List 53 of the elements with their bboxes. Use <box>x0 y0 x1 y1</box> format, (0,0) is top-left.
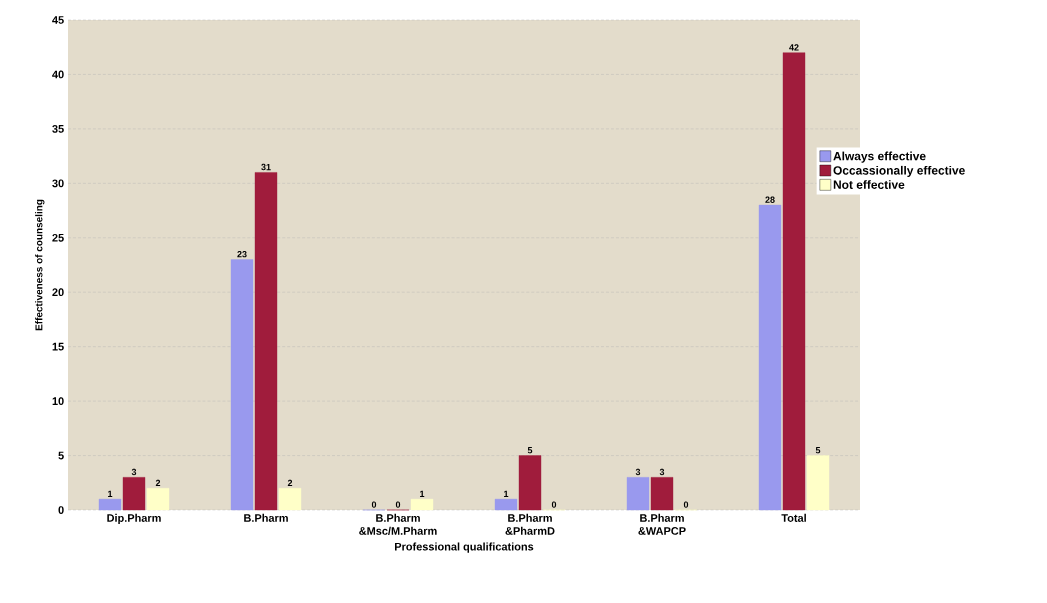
bar <box>518 455 542 511</box>
bar <box>806 455 830 511</box>
data-label: 0 <box>395 501 401 508</box>
legend-label: Always effective <box>833 151 926 163</box>
data-label: 0 <box>551 501 557 508</box>
y-axis-title: Effectiveness of counseling <box>35 199 45 331</box>
y-tick-label: 45 <box>52 16 64 24</box>
y-tick-label: 25 <box>52 233 64 242</box>
data-label: 0 <box>683 501 689 508</box>
data-label: 1 <box>420 490 425 497</box>
x-tick-label: B.Pharm &Msc/M.Pharm <box>359 513 437 535</box>
data-label: 5 <box>527 447 533 454</box>
bar <box>122 477 146 511</box>
bar <box>650 477 674 511</box>
bar <box>230 259 254 511</box>
bar <box>146 488 170 511</box>
bar <box>626 477 650 511</box>
y-tick-label: 10 <box>52 397 64 405</box>
data-label: 28 <box>765 196 775 203</box>
data-label: 2 <box>155 479 161 487</box>
x-tick-label: Total <box>781 513 806 522</box>
y-tick-label: 0 <box>58 506 64 514</box>
bar <box>758 204 782 511</box>
data-label: 31 <box>261 163 271 171</box>
x-axis-title: Professional qualifications <box>395 542 534 553</box>
data-label: 1 <box>504 490 509 497</box>
data-label: 5 <box>815 447 821 454</box>
bar <box>98 498 122 511</box>
data-label: 3 <box>131 468 137 476</box>
bar <box>254 172 278 511</box>
y-tick-label: 15 <box>52 342 64 351</box>
bar <box>782 52 806 511</box>
y-tick-label: 35 <box>52 125 64 133</box>
data-label: 42 <box>789 44 799 51</box>
data-label: 3 <box>635 468 641 476</box>
data-label: 2 <box>287 479 293 487</box>
x-tick-label: Dip.Pharm <box>107 513 161 525</box>
legend-label: Not effective <box>833 180 905 189</box>
data-label: 23 <box>237 250 247 258</box>
y-tick-label: 5 <box>58 451 64 460</box>
data-label: 3 <box>659 468 665 476</box>
bar <box>410 498 434 511</box>
data-label: 0 <box>371 501 377 508</box>
bar <box>494 498 518 511</box>
y-tick-label: 40 <box>52 70 64 79</box>
legend-label: Occassionally effective <box>833 165 965 178</box>
x-tick-label: B.Pharm <box>244 513 288 522</box>
bar <box>278 488 302 511</box>
x-tick-label: B.Pharm &PharmD <box>505 513 555 535</box>
y-tick-label: 20 <box>52 288 64 297</box>
y-tick-label: 30 <box>52 179 64 188</box>
x-tick-label: B.Pharm &WAPCP <box>638 513 686 535</box>
data-label: 1 <box>108 490 113 497</box>
